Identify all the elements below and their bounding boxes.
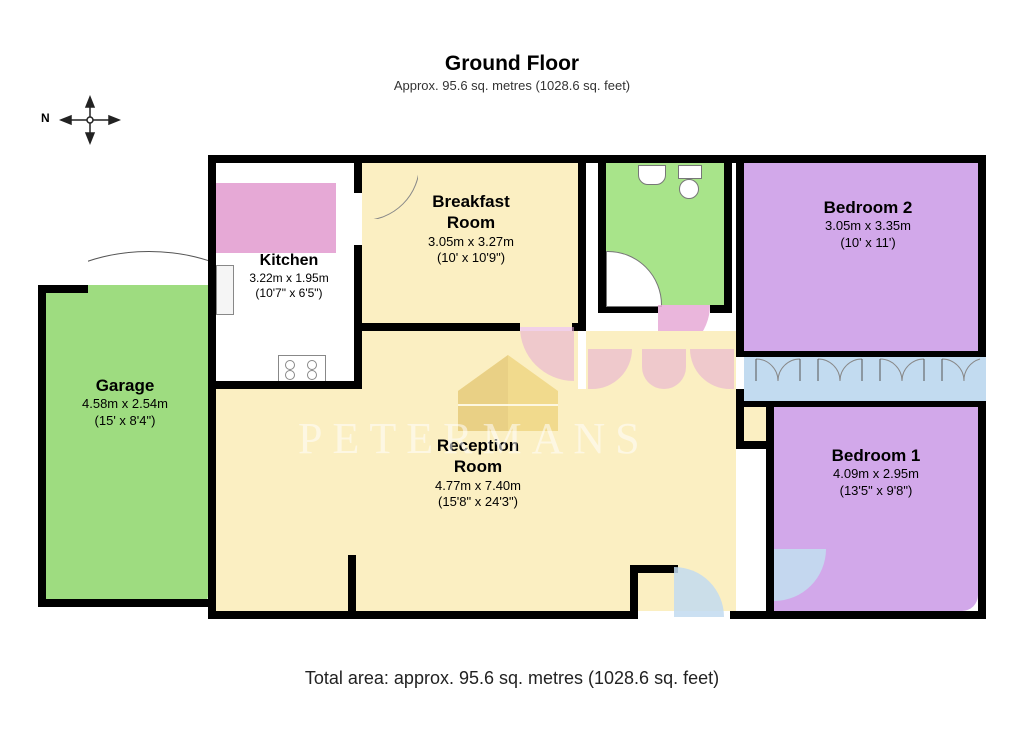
footer-text: Total area: approx. 95.6 sq. metres (102… [0,668,1024,689]
wall [978,155,986,355]
label-bedroom1: Bedroom 1 4.09m x 2.95m (13'5" x 9'8") [786,445,966,499]
wall [978,405,986,619]
wall [208,155,216,619]
wall [598,155,606,313]
wall [354,245,362,389]
wall [766,405,774,619]
garage-door-arc [88,251,208,321]
page-title: Ground Floor [0,52,1024,76]
wall [38,285,46,607]
compass-label: N [41,111,50,125]
compass-icon: N [55,95,125,145]
room-garage [38,285,208,607]
wall [630,565,638,619]
wall [738,155,986,163]
wall [216,381,356,389]
wall [578,155,586,331]
wall [362,155,598,163]
wall [710,305,732,313]
toilet-icon [678,165,700,195]
label-reception: Reception Room 4.77m x 7.40m (15'8" x 24… [368,435,588,510]
wall [354,155,362,193]
wall [208,155,362,163]
wall [736,351,986,357]
wall [362,323,520,331]
wall [38,285,88,293]
wall [736,441,774,449]
room-bedroom2 [744,163,978,355]
label-breakfast: Breakfast Room 3.05m x 3.27m (10' x 10'9… [378,191,564,266]
kitchen-counter [216,183,336,253]
wall [736,155,744,355]
label-kitchen: Kitchen 3.22m x 1.95m (10'7" x 6'5") [224,251,354,301]
floorplan: Garage 4.58m x 2.54m (15' x 8'4") Kitche… [38,155,986,619]
wall [724,155,732,313]
page-subtitle: Approx. 95.6 sq. metres (1028.6 sq. feet… [0,78,1024,93]
basin-icon [638,165,666,185]
label-bedroom2: Bedroom 2 3.05m x 3.35m (10' x 11') [778,197,958,251]
wall [208,611,638,619]
wall [598,155,738,163]
wall [38,599,208,607]
wall [736,389,744,449]
wardrobe-doors [748,351,984,405]
hob-icon [278,355,326,383]
wall [348,555,356,619]
label-garage: Garage 4.58m x 2.54m (15' x 8'4") [50,375,200,429]
wall [630,565,678,573]
